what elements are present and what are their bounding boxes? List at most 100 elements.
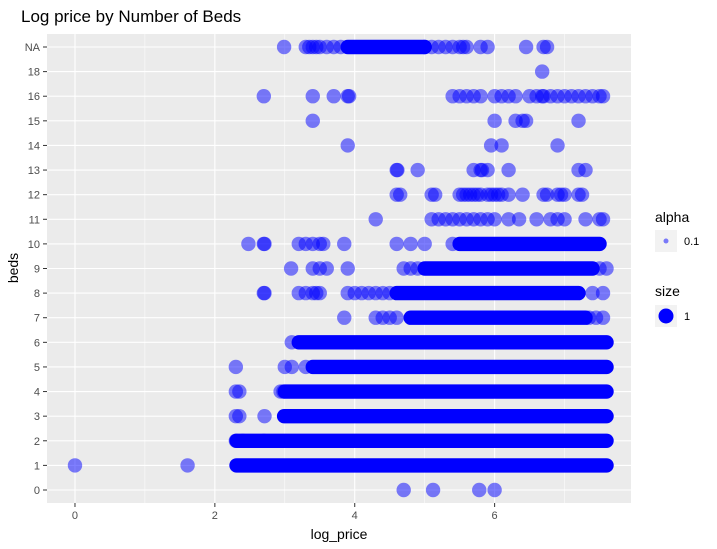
data-point (284, 335, 299, 350)
data-point (390, 162, 405, 178)
data-point (368, 212, 383, 227)
data-point (319, 261, 334, 276)
data-point (283, 261, 299, 276)
y-tick-label: 12 (28, 190, 40, 202)
data-point (529, 212, 544, 227)
chart-title: Log price by Number of Beds (21, 7, 241, 26)
legend: alpha 0.1 size 1 (655, 209, 699, 327)
data-point (326, 89, 341, 104)
data-point (341, 89, 357, 104)
data-point (585, 285, 600, 301)
data-point (501, 212, 516, 227)
data-point (276, 39, 292, 55)
data-point (337, 236, 352, 252)
y-tick-label: 2 (34, 436, 40, 448)
y-tick-label: 10 (28, 239, 40, 251)
data-point (427, 187, 443, 202)
data-point (403, 236, 418, 252)
data-point (480, 39, 495, 55)
data-point (494, 138, 509, 153)
data-point (595, 212, 611, 227)
data-point (257, 236, 272, 252)
data-point (340, 261, 355, 276)
data-point (256, 433, 272, 448)
data-point (232, 384, 247, 399)
data-point (487, 113, 502, 129)
data-point (382, 285, 397, 301)
data-point (180, 458, 195, 473)
legend-alpha-swatch (663, 238, 669, 244)
legend-alpha-label: 0.1 (684, 236, 699, 248)
data-points (67, 39, 614, 498)
data-point (518, 39, 534, 55)
data-point (472, 482, 487, 498)
legend-size-label: 1 (684, 311, 690, 323)
data-point (425, 482, 441, 498)
data-point (256, 89, 272, 104)
data-point (445, 236, 460, 252)
data-point (417, 236, 432, 252)
y-axis-title: beds (5, 253, 21, 283)
legend-alpha-title: alpha (655, 209, 689, 225)
data-point (574, 187, 590, 202)
data-point (518, 113, 534, 129)
data-point (483, 138, 499, 153)
y-tick-label: NA (25, 42, 41, 54)
data-point (501, 187, 516, 202)
y-tick-label: 6 (34, 337, 40, 349)
x-tick-label: 4 (352, 510, 358, 522)
data-point (228, 359, 244, 375)
y-tick-label: 18 (28, 67, 40, 79)
y-tick-label: 15 (28, 116, 40, 128)
x-axis-title: log_price (311, 526, 368, 542)
data-point (340, 138, 355, 153)
data-point (337, 310, 352, 325)
data-point (305, 113, 320, 129)
data-point (316, 236, 331, 252)
data-point (534, 64, 550, 79)
data-point (508, 89, 523, 104)
data-point (595, 310, 611, 325)
data-point (557, 187, 572, 202)
data-point (487, 482, 502, 498)
data-point (595, 285, 611, 301)
data-point (276, 384, 291, 399)
data-point (578, 212, 593, 227)
y-tick-label: 9 (34, 264, 40, 276)
data-point (67, 458, 83, 473)
data-point (550, 138, 565, 153)
data-point (480, 162, 495, 178)
data-point (257, 285, 272, 301)
x-axis-ticks: 0 2 4 6 (72, 503, 498, 522)
y-tick-label: 11 (29, 214, 40, 226)
data-point (410, 162, 425, 178)
data-point (539, 39, 555, 55)
data-point (501, 162, 516, 178)
data-point (511, 212, 527, 227)
data-point (257, 408, 272, 424)
data-point (487, 212, 502, 227)
x-tick-label: 2 (212, 510, 218, 522)
x-tick-label: 6 (492, 510, 498, 522)
data-point (284, 359, 299, 375)
y-tick-label: 0 (34, 485, 40, 497)
y-tick-label: 3 (34, 411, 40, 423)
y-tick-label: 14 (28, 140, 40, 152)
data-point (410, 261, 425, 276)
data-point (232, 408, 247, 424)
y-tick-label: 16 (28, 91, 40, 103)
y-tick-label: 13 (28, 165, 40, 177)
legend-size-title: size (655, 283, 680, 299)
data-point (396, 482, 411, 498)
y-tick-label: 5 (34, 362, 40, 374)
data-point (389, 236, 404, 252)
data-point (389, 310, 404, 325)
data-point (599, 261, 614, 276)
data-point (515, 187, 530, 202)
data-point (312, 285, 327, 301)
y-tick-label: 7 (34, 313, 40, 325)
y-tick-label: 8 (34, 288, 40, 300)
x-tick-label: 0 (72, 510, 78, 522)
